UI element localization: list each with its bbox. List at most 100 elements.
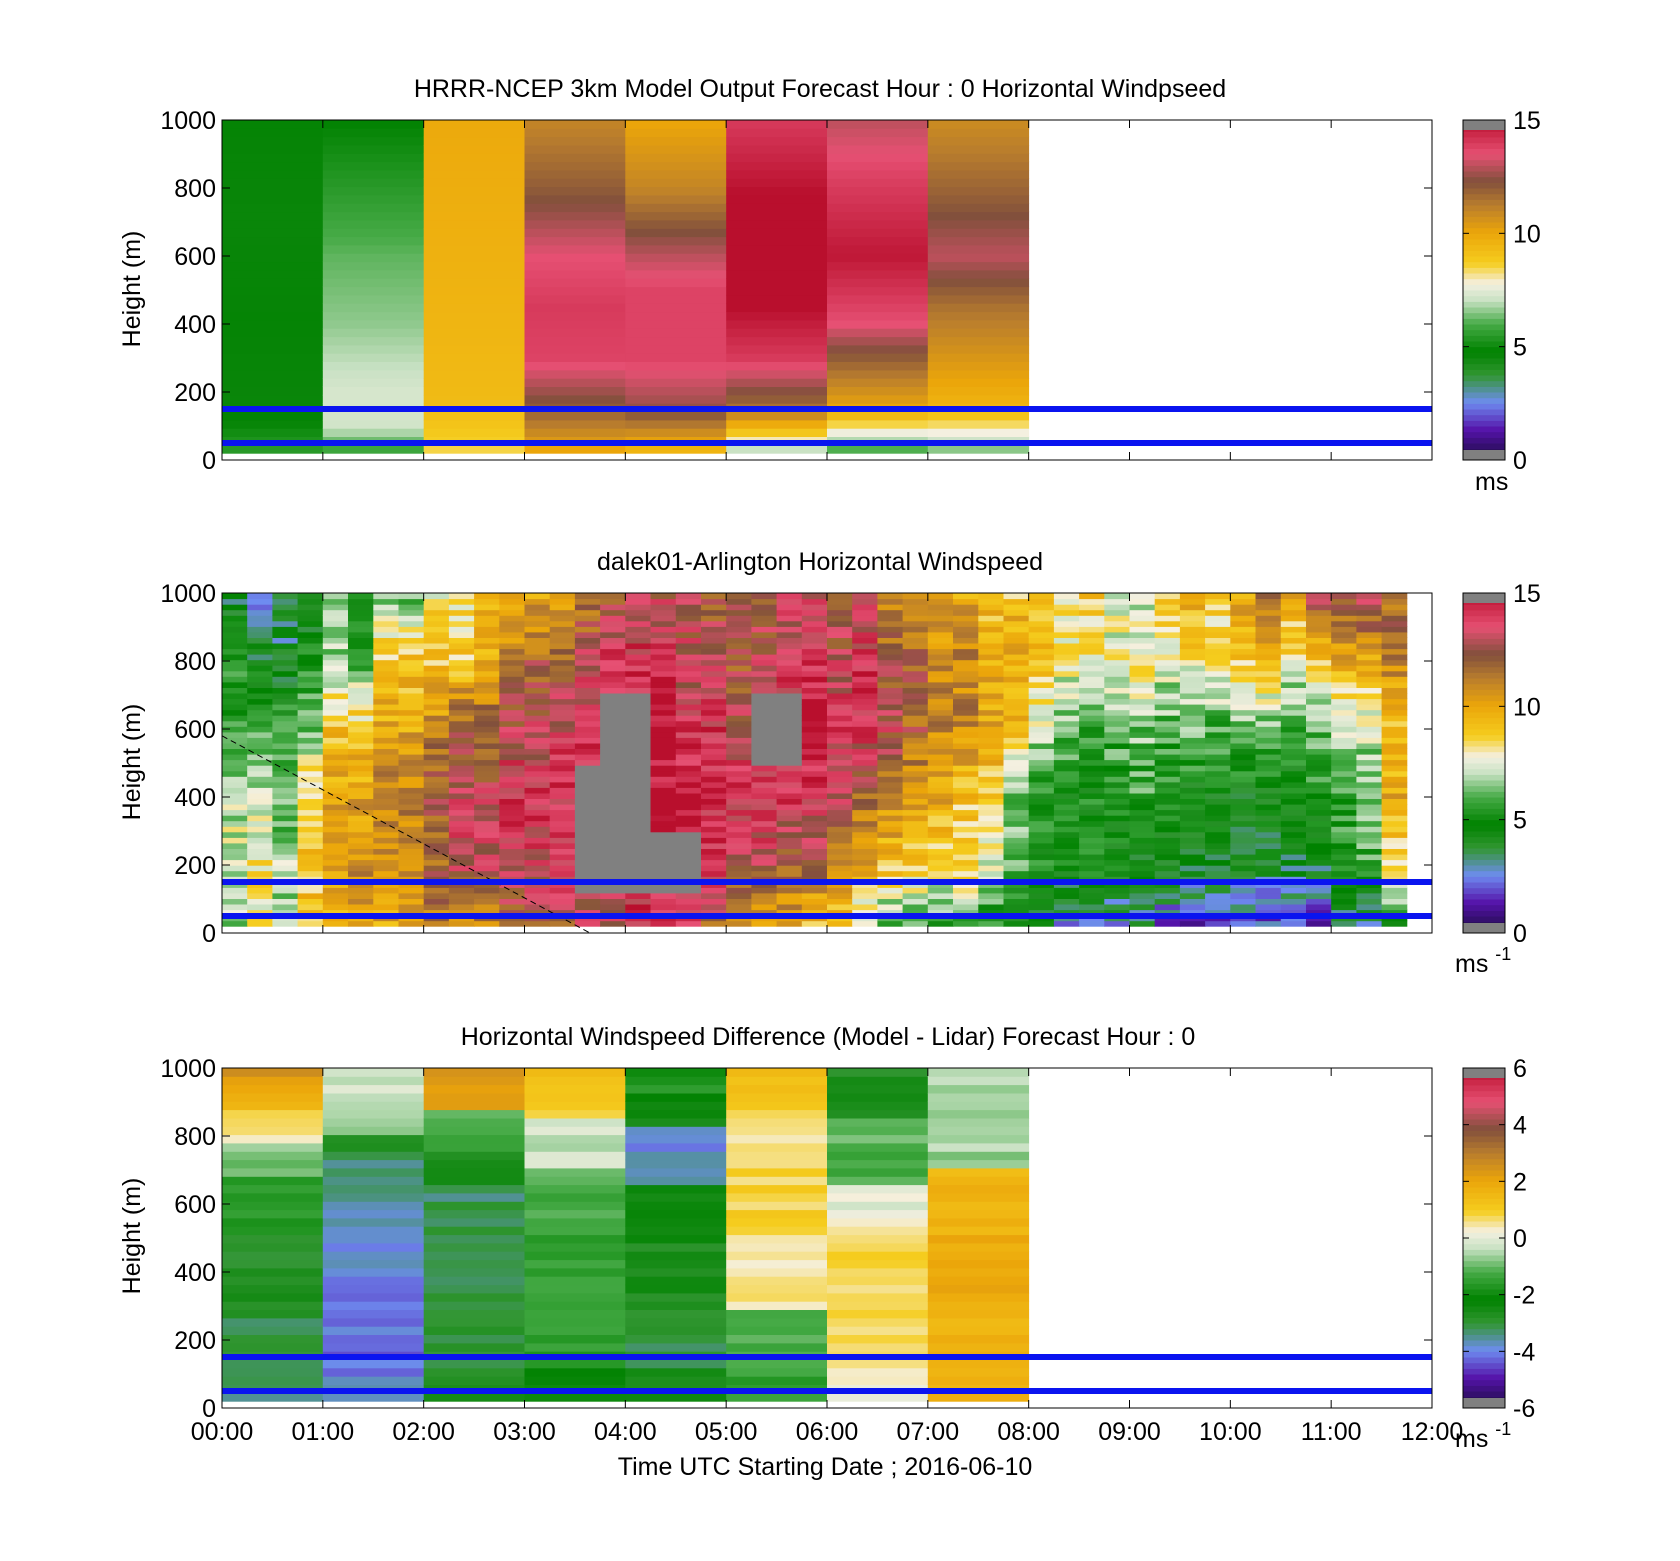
heatmap-cell — [247, 709, 273, 716]
heatmap-cell — [1255, 842, 1282, 849]
heatmap-cell — [1205, 865, 1231, 872]
heatmap-cell — [1331, 831, 1357, 838]
heatmap-cell — [1255, 615, 1282, 622]
heatmap-cell — [827, 1193, 929, 1202]
heatmap-cell — [499, 909, 525, 916]
heatmap-cell — [1154, 920, 1181, 927]
heatmap-cell — [927, 419, 1030, 429]
heatmap-cell — [1205, 748, 1231, 755]
heatmap-cell — [1280, 670, 1307, 677]
heatmap-cell — [574, 626, 601, 633]
heatmap-cell — [499, 598, 525, 605]
heatmap-cell — [1003, 681, 1030, 688]
heatmap-cell — [524, 609, 551, 616]
colorbar-swatch — [1463, 632, 1505, 639]
heatmap-cell — [1356, 676, 1383, 683]
heatmap-cell — [650, 681, 677, 688]
heatmap-cell — [222, 1159, 324, 1169]
heatmap-cell — [322, 804, 349, 811]
heatmap-cell — [625, 1126, 727, 1136]
heatmap-cell — [902, 804, 929, 811]
heatmap-cell — [423, 892, 450, 899]
heatmap-cell — [1205, 698, 1231, 705]
heatmap-cell — [322, 865, 349, 872]
heatmap-cell — [927, 378, 1030, 387]
heatmap-cell — [1230, 620, 1256, 627]
heatmap-cell — [726, 626, 752, 633]
heatmap-cell — [927, 809, 954, 816]
colorbar-unit-label: ms -1 — [1455, 1419, 1511, 1453]
heatmap-cell — [776, 615, 803, 622]
heatmap-cell — [1129, 826, 1156, 833]
heatmap-cell — [448, 854, 475, 861]
heatmap-cell — [373, 859, 399, 866]
heatmap-cell — [1079, 687, 1105, 694]
colorbar-swatch — [1463, 916, 1505, 923]
heatmap-cell — [927, 804, 954, 811]
heatmap-cell — [297, 831, 324, 838]
heatmap-cell — [247, 770, 273, 777]
heatmap-cell — [448, 637, 475, 644]
heatmap-cell — [1280, 654, 1307, 661]
heatmap-cell — [1356, 654, 1383, 661]
heatmap-cell — [1028, 620, 1055, 627]
heatmap-cell — [852, 598, 878, 605]
heatmap-cell — [1129, 792, 1156, 799]
heatmap-cell — [751, 715, 778, 722]
heatmap-cell — [524, 228, 626, 238]
heatmap-cell — [549, 770, 576, 777]
panel-title: HRRR-NCEP 3km Model Output Forecast Hour… — [414, 75, 1226, 103]
heatmap-cell — [1356, 781, 1383, 788]
heatmap-cell — [1381, 754, 1408, 761]
heatmap-cell — [953, 831, 979, 838]
heatmap-cell — [524, 236, 626, 246]
heatmap-cell — [1154, 848, 1181, 855]
heatmap-cell — [297, 648, 324, 655]
heatmap-cell — [1154, 809, 1181, 816]
heatmap-cell — [701, 742, 727, 749]
heatmap-cell — [222, 1376, 324, 1385]
heatmap-cell — [902, 726, 929, 733]
heatmap-cell — [322, 1068, 425, 1077]
heatmap-cell — [1356, 709, 1383, 716]
heatmap-cell — [549, 676, 576, 683]
heatmap-cell — [978, 726, 1004, 733]
heatmap-cell — [1255, 704, 1282, 711]
heatmap-cell — [1079, 737, 1105, 744]
heatmap-cell — [1079, 598, 1105, 605]
heatmap-cell — [877, 787, 904, 794]
heatmap-cell — [675, 798, 702, 805]
heatmap-cell — [726, 1118, 828, 1127]
heatmap-cell — [827, 859, 853, 866]
heatmap-cell — [322, 178, 425, 188]
heatmap-cell — [726, 203, 828, 213]
heatmap-cell — [726, 361, 828, 371]
heatmap-cell — [1028, 631, 1055, 638]
heatmap-cell — [322, 220, 425, 229]
heatmap-cell — [398, 765, 425, 772]
heatmap-cell — [625, 1301, 727, 1310]
heatmap-cell — [474, 842, 500, 849]
heatmap-cell — [423, 261, 525, 271]
heatmap-cell — [348, 726, 374, 733]
heatmap-cell — [877, 792, 904, 799]
heatmap-cell — [1306, 715, 1332, 722]
heatmap-cell — [1104, 870, 1130, 877]
heatmap-cell — [726, 665, 752, 672]
colorbar-swatch — [1463, 261, 1505, 268]
heatmap-cell — [1079, 887, 1105, 894]
heatmap-cell — [953, 720, 979, 727]
heatmap-cell — [1230, 726, 1256, 733]
heatmap-cell — [373, 787, 399, 794]
heatmap-cell — [423, 887, 450, 894]
heatmap-cell — [726, 1184, 828, 1194]
heatmap-cell — [600, 626, 626, 633]
heatmap-cell — [726, 859, 752, 866]
heatmap-cell — [398, 631, 425, 638]
heatmap-cell — [625, 593, 651, 600]
heatmap-cell — [852, 693, 878, 700]
heatmap-cell — [953, 776, 979, 783]
heatmap-cell — [1154, 698, 1181, 705]
heatmap-cell — [222, 870, 248, 877]
heatmap-cell — [801, 837, 828, 844]
